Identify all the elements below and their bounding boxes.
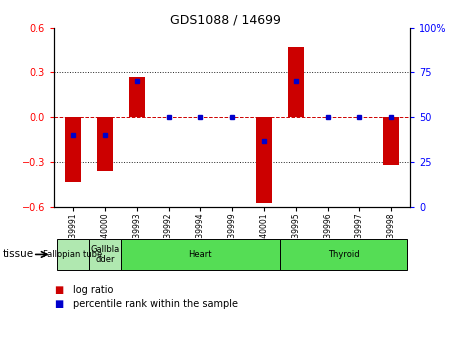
Text: GDS1088 / 14699: GDS1088 / 14699: [170, 14, 280, 27]
Bar: [97, 117, 113, 171]
Text: ■: ■: [54, 285, 63, 295]
Text: ■: ■: [54, 299, 63, 308]
Bar: [65, 117, 81, 181]
Bar: [121, 239, 280, 270]
Bar: [89, 239, 121, 270]
Bar: [383, 117, 399, 165]
Bar: [129, 77, 144, 117]
Bar: [280, 239, 407, 270]
Text: Heart: Heart: [189, 250, 212, 259]
Text: percentile rank within the sample: percentile rank within the sample: [73, 299, 238, 308]
Bar: [57, 239, 89, 270]
Bar: [288, 47, 304, 117]
Text: log ratio: log ratio: [73, 285, 113, 295]
Text: Thyroid: Thyroid: [328, 250, 359, 259]
Text: Gallbla
dder: Gallbla dder: [90, 245, 120, 264]
Text: Fallopian tube: Fallopian tube: [44, 250, 103, 259]
Bar: [256, 117, 272, 203]
Text: tissue: tissue: [2, 249, 33, 259]
